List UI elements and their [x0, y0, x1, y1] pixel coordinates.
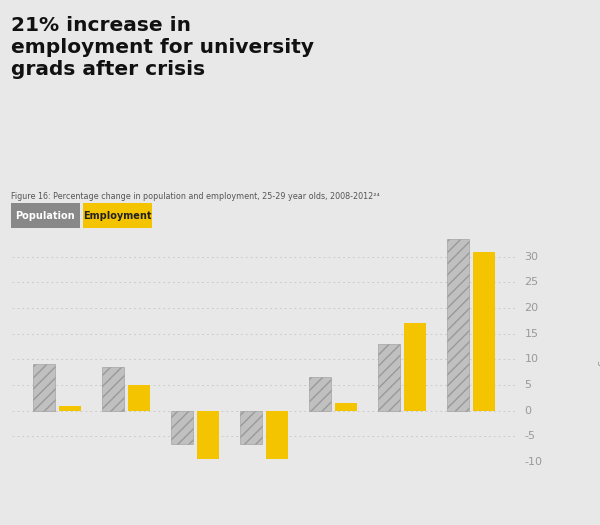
Text: 25: 25	[524, 277, 538, 287]
Bar	[266, 411, 288, 459]
Text: % change: % change	[596, 321, 600, 372]
Text: 30: 30	[524, 251, 538, 261]
Text: -10: -10	[524, 457, 542, 467]
Text: 10: 10	[524, 354, 538, 364]
Bar	[473, 251, 495, 411]
Text: 15: 15	[524, 329, 538, 339]
Text: Population: Population	[16, 211, 75, 221]
Bar	[102, 367, 124, 411]
Bar	[240, 411, 262, 444]
Text: 21% increase in
employment for university
grads after crisis: 21% increase in employment for universit…	[11, 16, 314, 79]
Bar	[378, 344, 400, 411]
Bar	[171, 411, 193, 444]
Text: 0: 0	[524, 406, 532, 416]
Text: Figure 16: Percentage change in population and employment, 25-29 year olds, 2008: Figure 16: Percentage change in populati…	[11, 192, 380, 201]
Bar	[335, 403, 357, 411]
Bar	[59, 405, 80, 411]
Text: 20: 20	[524, 303, 538, 313]
Bar	[33, 364, 55, 411]
Bar	[309, 377, 331, 411]
Bar	[128, 385, 150, 411]
Bar	[404, 323, 426, 411]
Bar	[197, 411, 219, 459]
Text: -5: -5	[524, 432, 535, 442]
Bar	[448, 239, 469, 411]
Text: 5: 5	[524, 380, 532, 390]
Text: Employment: Employment	[83, 211, 152, 221]
